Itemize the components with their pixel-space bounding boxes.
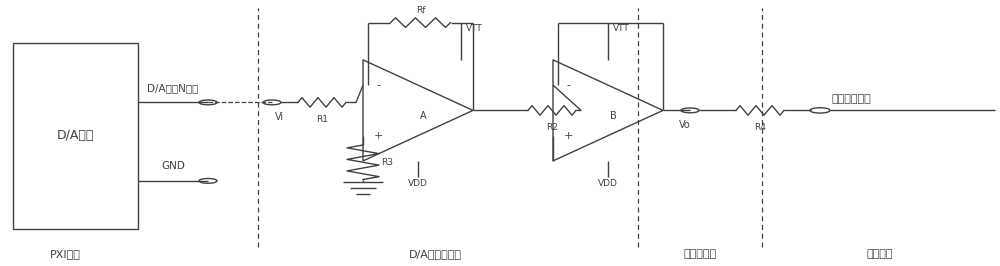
Text: 遥测系统: 遥测系统 [867, 249, 893, 259]
Text: R4: R4 [754, 123, 766, 132]
Text: -: - [566, 80, 570, 90]
Text: VTT: VTT [613, 24, 630, 33]
Text: D/A板卡: D/A板卡 [57, 129, 94, 142]
Text: D/A调理子模块: D/A调理子模块 [409, 249, 462, 259]
Text: Vo: Vo [679, 120, 691, 130]
Text: R3: R3 [381, 158, 393, 167]
Text: GND: GND [161, 161, 185, 171]
Text: Rf: Rf [416, 6, 425, 15]
Text: 参数定义接点: 参数定义接点 [832, 94, 872, 104]
Text: B: B [610, 111, 616, 121]
Text: R2: R2 [546, 123, 558, 132]
Text: -: - [376, 80, 380, 90]
Text: R1: R1 [316, 115, 328, 124]
Bar [13, 43, 138, 229]
Text: 接口适配器: 接口适配器 [683, 249, 717, 259]
Text: A: A [420, 111, 426, 121]
Text: Vi: Vi [275, 112, 284, 122]
Text: +: + [563, 131, 573, 141]
Text: VDD: VDD [598, 179, 618, 188]
Text: +: + [373, 131, 383, 141]
Text: PXI仪器: PXI仪器 [50, 249, 80, 259]
Text: VDD: VDD [408, 179, 428, 188]
Text: VTT: VTT [466, 24, 482, 33]
Text: D/A通道N输出: D/A通道N输出 [147, 83, 199, 93]
